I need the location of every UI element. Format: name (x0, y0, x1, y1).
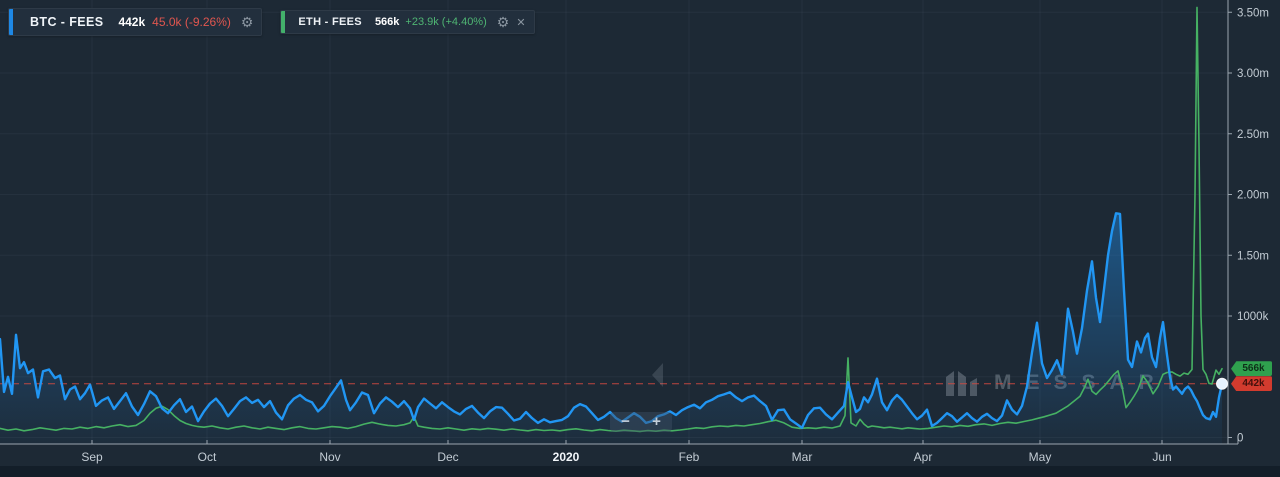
x-tick-label: Feb (679, 450, 700, 464)
zoom-in-button[interactable]: + (641, 412, 672, 432)
btc-change-value: 45.0k (-9.26%) (152, 15, 231, 29)
x-tick-label: Nov (319, 450, 340, 464)
zoom-out-button[interactable]: − (610, 412, 641, 432)
gear-icon[interactable]: ⚙ (240, 14, 254, 30)
btc-value-tag: 442k (1231, 376, 1272, 392)
legend-chip-btc-fees[interactable]: BTC - FEES 442k 45.0k (-9.26%) ⚙ (8, 8, 263, 36)
eth-change-value: +23.9k (+4.40%) (405, 16, 487, 28)
y-tick-label: 3.50m (1237, 7, 1269, 19)
x-tick-label: Oct (198, 450, 217, 464)
eth-color-bar (281, 11, 286, 33)
close-icon[interactable]: ✕ (516, 16, 526, 29)
series-legend: BTC - FEES 442k 45.0k (-9.26%) ⚙ ETH - F… (8, 8, 535, 36)
btc-current-value: 442k (118, 15, 146, 29)
btc-series-line (0, 212, 1224, 429)
x-tick-label: Sep (81, 450, 103, 464)
y-tick-label: 2.50m (1237, 129, 1269, 141)
eth-current-value: 566k (374, 16, 400, 28)
legend-chip-eth-fees[interactable]: ETH - FEES 566k +23.9k (+4.40%) ⚙ ✕ (280, 10, 535, 34)
x-tick-label: May (1029, 450, 1052, 464)
btc-area-fill (0, 213, 1222, 444)
y-tick-label: 1.50m (1237, 250, 1269, 262)
x-tick-label: Dec (437, 450, 458, 464)
btc-color-bar (9, 9, 13, 35)
y-tick-label: 0 (1237, 433, 1243, 445)
pan-left-arrow[interactable] (652, 363, 663, 387)
eth-series-label: ETH - FEES (298, 16, 362, 28)
x-tick-label: 2020 (553, 450, 580, 464)
x-tick-label: Apr (914, 450, 933, 464)
btc-series-label: BTC - FEES (30, 15, 104, 29)
y-tick-label: 1000k (1237, 311, 1269, 323)
gear-icon[interactable]: ⚙ (496, 14, 510, 30)
y-tick-label: 3.00m (1237, 68, 1269, 80)
eth-series-line (0, 6, 1223, 433)
btc-current-dot (1216, 377, 1228, 390)
x-tick-label: Mar (792, 450, 813, 464)
bottom-edge (0, 466, 1280, 477)
eth-value-tag: 566k (1231, 361, 1272, 377)
y-tick-label: 2.00m (1237, 190, 1269, 202)
x-tick-label: Jun (1152, 450, 1171, 464)
zoom-controls: − + (610, 412, 672, 432)
